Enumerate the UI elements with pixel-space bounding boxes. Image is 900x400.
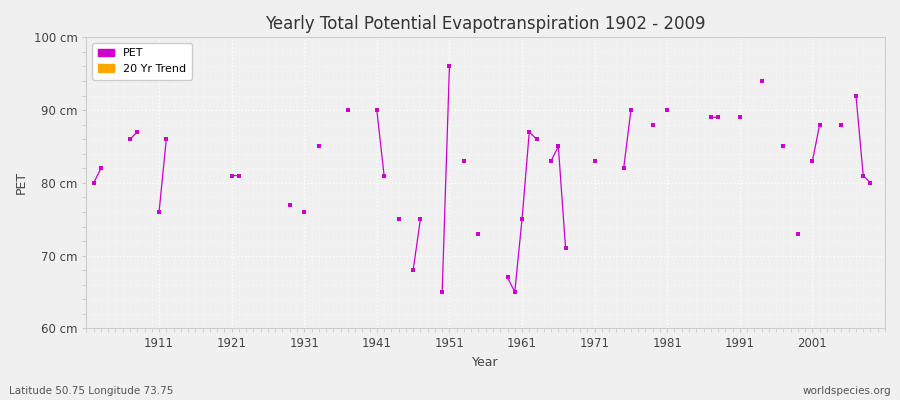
Title: Yearly Total Potential Evapotranspiration 1902 - 2009: Yearly Total Potential Evapotranspiratio… bbox=[266, 15, 706, 33]
Text: worldspecies.org: worldspecies.org bbox=[803, 386, 891, 396]
X-axis label: Year: Year bbox=[472, 356, 499, 369]
Legend: PET, 20 Yr Trend: PET, 20 Yr Trend bbox=[92, 43, 192, 80]
Text: Latitude 50.75 Longitude 73.75: Latitude 50.75 Longitude 73.75 bbox=[9, 386, 174, 396]
Y-axis label: PET: PET bbox=[15, 171, 28, 194]
